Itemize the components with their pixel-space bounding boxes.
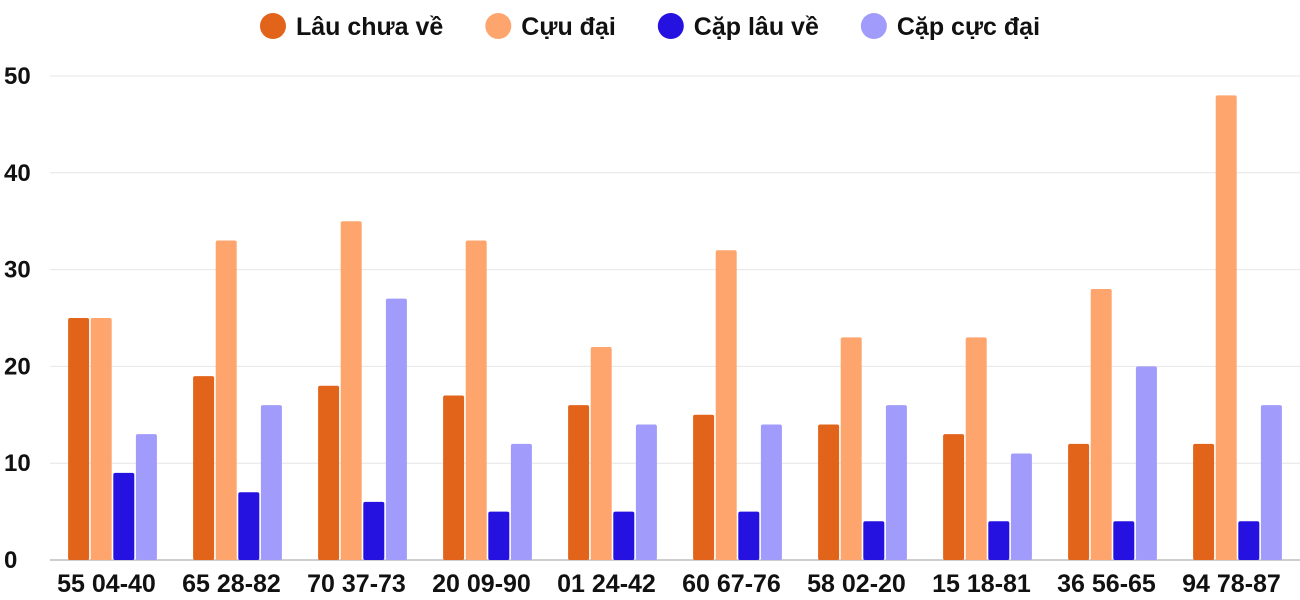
bar-cuu-dai-5 — [590, 347, 612, 560]
bar-cap-cuc-dai-6 — [760, 424, 782, 560]
x-category-label: 94 78-87 — [1182, 570, 1281, 598]
bar-cap-lau-ve-1 — [113, 472, 135, 560]
bar-cap-lau-ve-2 — [238, 492, 260, 560]
bar-cap-lau-ve-6 — [738, 511, 760, 560]
bar-cap-cuc-dai-5 — [635, 424, 657, 560]
bar-cap-cuc-dai-4 — [510, 443, 532, 560]
bar-cuu-dai-8 — [965, 337, 987, 560]
x-category-label: 15 18-81 — [932, 570, 1031, 598]
bar-cap-cuc-dai-8 — [1010, 453, 1032, 560]
bar-cuu-dai-1 — [90, 318, 112, 560]
y-tick-label: 50 — [4, 63, 31, 90]
chart-gridlines — [50, 75, 1300, 561]
bar-cap-lau-ve-3 — [363, 501, 385, 560]
legend-label-cuu-dai: Cựu đại — [521, 13, 616, 41]
bar-cuu-dai-6 — [715, 250, 737, 561]
y-tick-label: 20 — [4, 353, 31, 380]
x-category-label: 01 24-42 — [557, 570, 656, 598]
bar-cap-lau-ve-4 — [488, 511, 510, 560]
legend-label-lau-chua-ve: Lâu chưa về — [296, 13, 443, 41]
y-tick-label: 40 — [4, 160, 31, 187]
bar-lau-chua-ve-6 — [693, 414, 715, 560]
bar-cap-lau-ve-7 — [863, 521, 885, 560]
bar-cap-lau-ve-5 — [613, 511, 635, 560]
bar-cuu-dai-9 — [1090, 288, 1112, 560]
x-axis-categories: 55 04-40 65 28-82 70 37-73 20 09-90 01 24-42… — [57, 570, 1281, 598]
y-tick-label: 10 — [4, 450, 31, 477]
bar-cap-lau-ve-9 — [1113, 521, 1135, 560]
x-category-label: 36 56-65 — [1057, 570, 1156, 598]
legend-swatch-cap-lau-ve — [657, 13, 684, 39]
legend-swatch-lau-chua-ve — [259, 13, 286, 39]
bar-cuu-dai-7 — [840, 337, 862, 560]
legend-label-cap-cuc-dai: Cặp cực đại — [897, 13, 1040, 41]
bar-cap-cuc-dai-7 — [885, 405, 907, 560]
x-category-label: 55 04-40 — [57, 570, 156, 598]
bar-lau-chua-ve-3 — [318, 385, 340, 560]
legend-swatch-cap-cuc-dai — [860, 13, 887, 39]
bar-lau-chua-ve-7 — [818, 424, 840, 560]
x-category-label: 58 02-20 — [807, 570, 906, 598]
bar-lau-chua-ve-9 — [1068, 443, 1090, 560]
legend-label-cap-lau-ve: Cặp lâu về — [694, 13, 819, 41]
x-category-label: 60 67-76 — [682, 570, 781, 598]
x-category-label: 65 28-82 — [182, 570, 281, 598]
bar-cuu-dai-2 — [215, 240, 237, 560]
y-axis-ticks: 0 10 20 30 40 50 — [4, 63, 31, 574]
bar-lau-chua-ve-5 — [568, 405, 590, 560]
bar-lau-chua-ve-4 — [443, 395, 465, 560]
y-tick-label: 0 — [4, 547, 17, 574]
bar-lau-chua-ve-2 — [193, 376, 215, 560]
bar-lau-chua-ve-10 — [1193, 443, 1215, 560]
bar-cap-cuc-dai-3 — [385, 298, 407, 560]
bar-cap-cuc-dai-1 — [135, 434, 157, 560]
bar-cap-cuc-dai-9 — [1135, 366, 1157, 560]
bar-cuu-dai-10 — [1215, 95, 1237, 561]
bar-cap-lau-ve-8 — [988, 521, 1010, 560]
bar-lau-chua-ve-8 — [943, 434, 965, 560]
bar-cap-lau-ve-10 — [1238, 521, 1260, 560]
chart-bars — [68, 95, 1282, 561]
bar-cap-cuc-dai-10 — [1260, 405, 1282, 560]
x-category-label: 70 37-73 — [307, 570, 406, 598]
x-category-label: 20 09-90 — [432, 570, 531, 598]
legend-swatch-cuu-dai — [485, 13, 512, 39]
bar-lau-chua-ve-1 — [68, 318, 90, 560]
bar-cuu-dai-4 — [465, 240, 487, 560]
y-tick-label: 30 — [4, 257, 31, 284]
bar-cuu-dai-3 — [340, 221, 362, 560]
chart-legend: Lâu chưa về Cựu đại Cặp lâu về Cặp cực đại — [259, 13, 1040, 41]
bar-cap-cuc-dai-2 — [260, 405, 282, 560]
